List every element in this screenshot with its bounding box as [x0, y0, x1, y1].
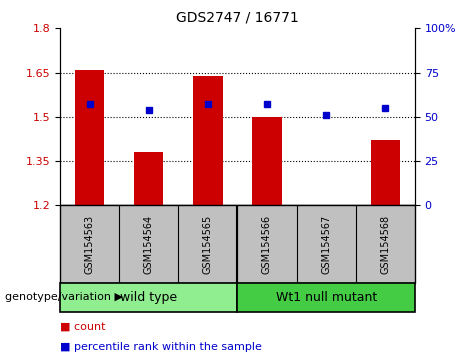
Bar: [237, 283, 415, 312]
Bar: [252, 117, 282, 205]
Text: GSM154565: GSM154565: [203, 215, 213, 274]
Text: GSM154567: GSM154567: [321, 215, 331, 274]
Text: Wt1 null mutant: Wt1 null mutant: [276, 291, 377, 304]
Bar: [134, 152, 164, 205]
Bar: [371, 141, 400, 205]
Text: GSM154568: GSM154568: [380, 215, 390, 274]
Text: ■ count: ■ count: [60, 322, 106, 332]
Title: GDS2747 / 16771: GDS2747 / 16771: [176, 10, 299, 24]
Text: wild type: wild type: [120, 291, 177, 304]
Bar: [193, 75, 223, 205]
Bar: [75, 70, 104, 205]
Text: ■ percentile rank within the sample: ■ percentile rank within the sample: [60, 342, 262, 352]
Text: GSM154564: GSM154564: [144, 215, 154, 274]
Text: genotype/variation ▶: genotype/variation ▶: [5, 292, 123, 302]
Text: GSM154566: GSM154566: [262, 215, 272, 274]
Text: GSM154563: GSM154563: [84, 215, 95, 274]
Bar: [60, 283, 237, 312]
